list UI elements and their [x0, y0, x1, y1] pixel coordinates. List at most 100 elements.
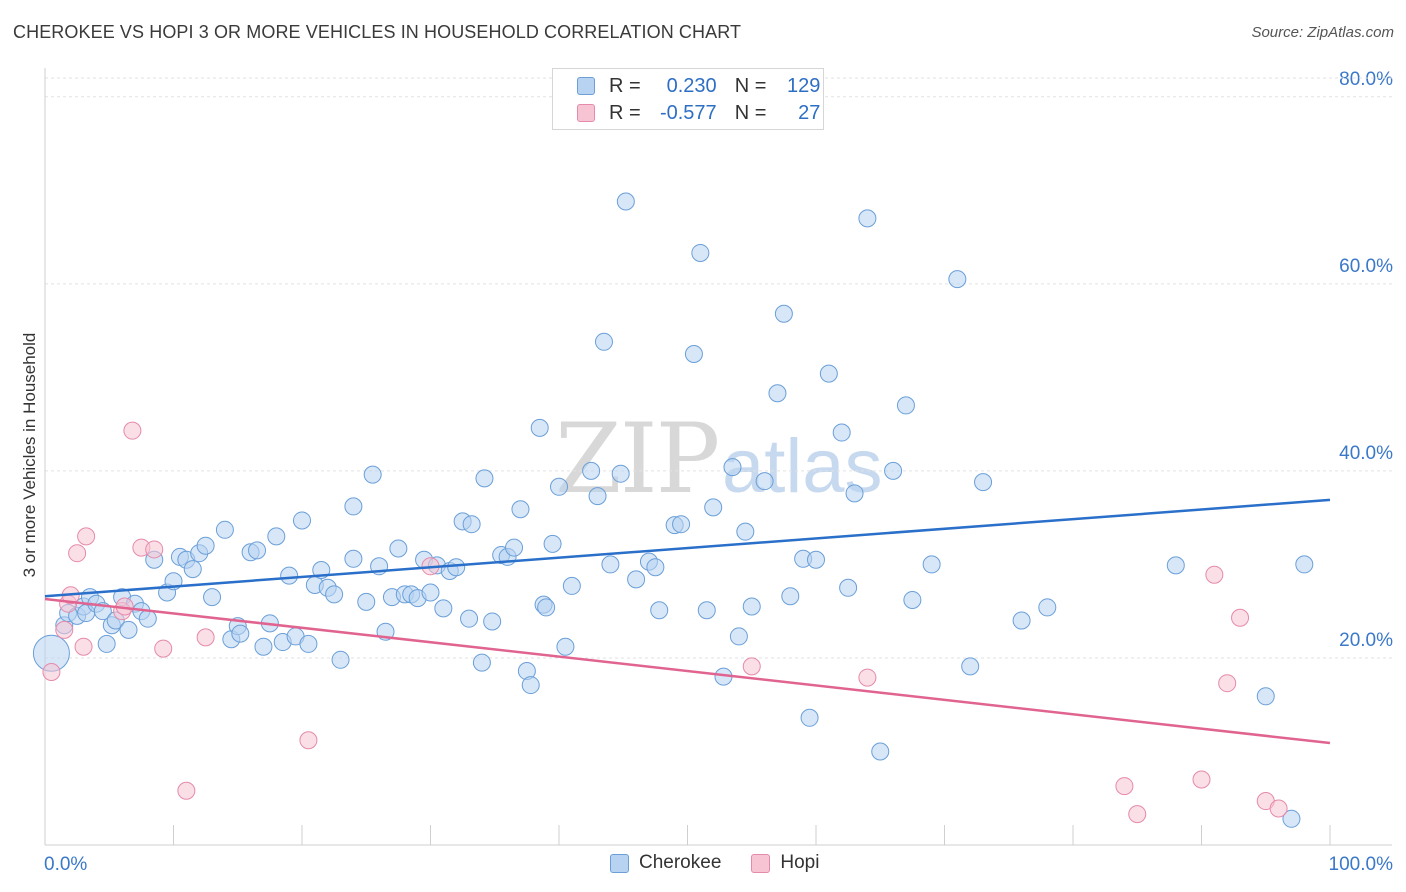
y-tick-label: 80.0% — [1339, 69, 1393, 90]
cherokee-point — [691, 243, 710, 262]
cherokee-point — [922, 555, 941, 574]
cherokee-point — [1166, 556, 1185, 575]
cherokee-point — [807, 550, 825, 569]
hopi-point — [742, 657, 761, 676]
cherokee-point — [248, 541, 267, 560]
legend-label-hopi: Hopi — [780, 852, 820, 873]
cherokee-point — [556, 637, 575, 656]
y-tick-label: 60.0% — [1339, 256, 1393, 277]
cherokee-point — [196, 536, 215, 555]
cherokee-point — [543, 534, 562, 553]
cherokee-point — [215, 520, 234, 539]
cherokee-point — [299, 634, 318, 653]
hopi-point — [42, 662, 61, 681]
cherokee-point — [650, 601, 669, 620]
cherokee-point — [434, 599, 453, 618]
cherokee-point — [183, 560, 202, 579]
hopi-point — [1115, 777, 1134, 796]
cherokee-point — [1295, 555, 1314, 574]
cherokee-point — [293, 511, 311, 530]
cherokee-point — [97, 634, 116, 653]
cherokee-point — [646, 558, 665, 577]
n-value: 27 — [798, 101, 821, 124]
hopi-point — [1269, 799, 1288, 818]
cherokee-point — [119, 620, 138, 639]
cherokee-point — [447, 558, 466, 577]
hopi-point — [1231, 608, 1250, 627]
cherokee-point — [948, 270, 967, 289]
cherokee-point — [858, 209, 877, 228]
cherokee-point — [530, 418, 549, 437]
chart-title: CHEROKEE VS HOPI 3 OR MORE VEHICLES IN H… — [13, 22, 742, 42]
cherokee-point — [550, 477, 568, 496]
cherokee-point — [582, 461, 601, 480]
legend-label-cherokee: Cherokee — [639, 852, 722, 873]
cherokee-point — [1256, 687, 1275, 706]
cherokee-point — [280, 566, 299, 585]
cherokee-point — [774, 304, 793, 323]
cherokee-point — [344, 497, 363, 516]
cherokee-point — [729, 627, 748, 646]
legend-row-cherokee: R = 0.230 N = 129 — [577, 74, 820, 98]
hopi-point — [299, 731, 318, 750]
n-label: N = — [734, 101, 767, 124]
cherokee-point — [896, 396, 915, 415]
cherokee-point — [768, 384, 787, 403]
cherokee-point — [462, 515, 481, 534]
cherokee-point — [839, 578, 858, 597]
hopi-point — [55, 620, 74, 639]
cherokee-point — [460, 609, 479, 628]
cherokee-trend-line — [44, 498, 1331, 598]
hopi-swatch — [577, 104, 595, 122]
r-value: 0.230 — [666, 74, 717, 97]
cherokee-point — [483, 612, 502, 631]
cherokee-point — [832, 423, 851, 442]
cherokee-point — [421, 583, 440, 602]
hopi-point — [145, 540, 164, 559]
cherokee-point — [755, 472, 774, 491]
cherokee-point — [511, 500, 530, 519]
r-label: R = — [609, 101, 641, 124]
cherokee-point — [704, 498, 723, 517]
r-label: R = — [609, 74, 641, 97]
hopi-point — [196, 628, 215, 647]
hopi-trend-line — [44, 597, 1331, 745]
x-tick-label: 0.0% — [44, 854, 87, 875]
n-label: N = — [734, 74, 767, 97]
cherokee-point — [389, 539, 408, 558]
cherokee-point — [800, 708, 819, 727]
cherokee-point — [601, 555, 620, 574]
y-tick-label: 20.0% — [1339, 630, 1393, 651]
hopi-point — [1205, 565, 1224, 584]
cherokee-point — [594, 332, 613, 351]
cherokee-point — [325, 585, 344, 604]
cherokee-point — [781, 587, 800, 606]
cherokee-point — [562, 576, 581, 595]
cherokee-point — [903, 590, 922, 609]
cherokee-point — [723, 458, 742, 477]
cherokee-point — [1012, 611, 1031, 630]
cherokee-point — [138, 609, 157, 628]
watermark-zip: ZIP — [555, 403, 718, 515]
cherokee-point — [819, 364, 838, 383]
y-tick-label: 40.0% — [1339, 443, 1393, 464]
cherokee-point — [472, 653, 491, 672]
cherokee-point — [588, 487, 607, 506]
legend-item-cherokee: Cherokee — [610, 852, 721, 874]
cherokee-point — [742, 597, 761, 616]
legend-row-hopi: R = -0.577 N = 27 — [577, 101, 820, 125]
series-legend: Cherokee Hopi — [610, 852, 849, 874]
cherokee-point — [871, 742, 890, 761]
hopi-point — [154, 639, 173, 658]
cherokee-legend-swatch — [610, 853, 629, 873]
cherokee-point — [697, 601, 716, 620]
cherokee-point — [344, 549, 363, 568]
hopi-point — [123, 421, 142, 440]
cherokee-point — [363, 465, 382, 484]
hopi-point — [177, 781, 196, 800]
cherokee-point — [684, 344, 703, 363]
cherokee-point — [611, 464, 630, 483]
r-value: -0.577 — [659, 101, 717, 124]
cherokee-point — [254, 637, 273, 656]
